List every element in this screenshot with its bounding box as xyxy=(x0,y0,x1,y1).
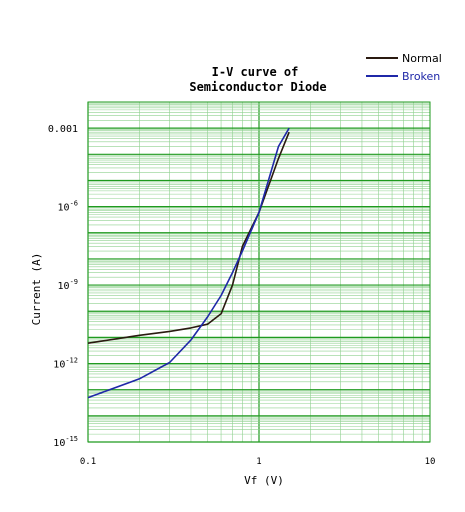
grid xyxy=(87,102,430,443)
series-line-broken xyxy=(87,127,290,399)
chart-title-line-1: I-V curve of xyxy=(212,65,299,79)
y-tick-label: 10-12 xyxy=(53,357,78,371)
y-tick-label: 10-15 xyxy=(53,435,78,449)
x-tick-label: 0.1 xyxy=(80,457,96,467)
y-tick-label: 10-9 xyxy=(58,278,78,292)
x-tick-label: 1 xyxy=(256,457,261,467)
y-tick-label: 10-6 xyxy=(58,200,78,214)
legend-label-broken: Broken xyxy=(402,70,440,83)
chart-title-line-2: Semiconductor Diode xyxy=(189,80,326,94)
plot-frame xyxy=(87,101,431,443)
y-axis-label: Current (A) xyxy=(30,253,43,326)
legend: Normal Broken xyxy=(366,52,442,83)
legend-label-normal: Normal xyxy=(402,52,442,65)
series-lines xyxy=(87,127,290,399)
y-tick-labels: 10-15 10-12 10-9 10-6 0.001 xyxy=(48,124,78,449)
x-axis-label: Vf (V) xyxy=(244,474,284,487)
x-tick-label: 10 xyxy=(425,457,436,467)
series-line-normal xyxy=(87,131,290,344)
x-tick-labels: 0.1 1 10 xyxy=(80,457,436,467)
y-tick-label: 0.001 xyxy=(48,124,78,135)
